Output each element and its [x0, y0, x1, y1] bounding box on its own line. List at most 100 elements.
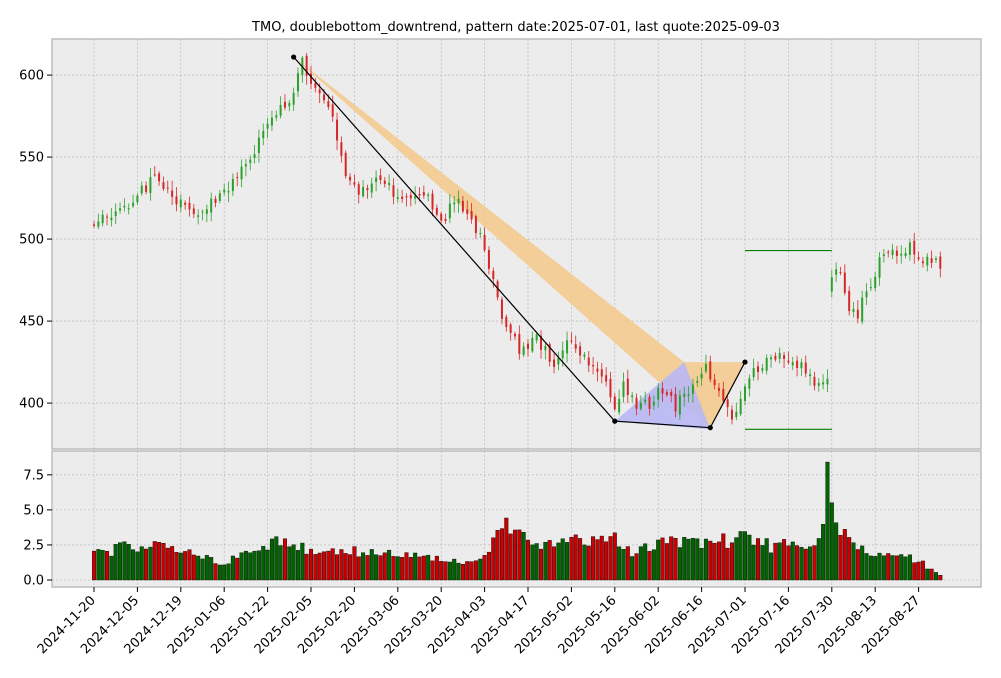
candle-body: [657, 387, 660, 400]
volume-bar: [105, 551, 110, 581]
candle-body: [496, 281, 499, 298]
volume-bar: [534, 543, 539, 581]
candle-body: [652, 401, 655, 406]
candle-body: [114, 211, 117, 217]
volume-bar: [274, 536, 279, 581]
volume-bar: [100, 550, 105, 581]
volume-bar: [625, 546, 630, 581]
volume-bar: [378, 555, 383, 581]
candle-body: [761, 368, 764, 371]
candle-body: [648, 396, 651, 409]
volume-bar: [109, 555, 114, 581]
candle-body: [244, 164, 247, 167]
grid: [52, 39, 981, 587]
volume-bar: [465, 561, 470, 581]
volume-bar: [508, 533, 513, 581]
candle-body: [921, 261, 924, 264]
volume-bar: [560, 538, 565, 581]
volume-bar: [890, 555, 895, 581]
volume-bar: [708, 540, 713, 581]
candle-body: [548, 344, 551, 362]
candle-body: [704, 363, 707, 372]
volume-bar: [265, 549, 270, 581]
volume-bar: [491, 537, 496, 581]
volume-bar: [261, 546, 266, 581]
volume-bar: [873, 556, 878, 581]
candle-body: [136, 195, 139, 203]
volume-tick-label: 7.5: [23, 468, 44, 483]
candle-body: [461, 200, 464, 212]
volume-tick-label: 5.0: [23, 503, 44, 518]
volume-bar: [682, 537, 687, 581]
candle-body: [722, 388, 725, 401]
volume-bar: [764, 538, 769, 581]
volume-bar: [912, 562, 917, 581]
candle-body: [344, 152, 347, 177]
price-tick-label: 500: [19, 233, 44, 248]
candle-body: [900, 253, 903, 256]
candle-body: [626, 378, 629, 395]
candle-body: [809, 374, 812, 377]
volume-bar: [825, 461, 830, 581]
candle-body: [362, 186, 365, 197]
volume-bar: [122, 541, 127, 581]
candle-body: [414, 195, 417, 199]
candle-body: [865, 291, 868, 298]
volume-bar: [743, 531, 748, 581]
volume-bar: [699, 548, 704, 581]
candle-body: [861, 297, 864, 322]
volume-bar: [782, 539, 787, 581]
volume-bar: [547, 540, 552, 581]
candle-body: [427, 194, 430, 196]
candle-body: [283, 101, 286, 108]
volume-bar: [673, 538, 678, 581]
volume-bar: [638, 546, 643, 581]
candle-body: [713, 379, 716, 386]
volume-bar: [573, 534, 578, 581]
candle-body: [236, 176, 239, 178]
candle-body: [592, 364, 595, 367]
volume-bar: [170, 546, 175, 581]
volume-bar: [643, 543, 648, 581]
candle-body: [826, 378, 829, 385]
volume-bar: [543, 542, 548, 581]
candle-body: [366, 188, 369, 191]
volume-bar: [187, 549, 192, 581]
volume-bar: [317, 552, 322, 581]
volume-bar: [690, 538, 695, 581]
volume-bar: [504, 517, 509, 581]
volume-bar: [703, 538, 708, 581]
volume-bar: [178, 552, 183, 581]
volume-bar: [808, 546, 813, 581]
volume-bar: [282, 538, 287, 581]
candle-body: [375, 177, 378, 182]
volume-bar: [482, 555, 487, 581]
volume-bar: [230, 555, 235, 581]
volume-bar: [769, 552, 774, 581]
candle-body: [214, 198, 217, 203]
candle-body: [296, 73, 299, 92]
volume-bar: [712, 543, 717, 581]
volume-bar: [526, 539, 531, 581]
candle-body: [891, 249, 894, 256]
volume-bar: [434, 555, 439, 581]
candle-body: [852, 309, 855, 312]
candle-body: [444, 218, 447, 221]
volume-bar: [829, 502, 834, 581]
volume-bar: [213, 563, 218, 581]
candle-body: [405, 196, 408, 198]
candle-body: [635, 397, 638, 409]
volume-bar: [886, 553, 891, 581]
volume-bar: [647, 551, 652, 581]
candle-body: [939, 256, 942, 269]
candle-body: [908, 242, 911, 255]
candle-body: [509, 324, 512, 333]
candle-body: [709, 361, 712, 380]
candle-body: [639, 402, 642, 409]
candle-body: [670, 391, 673, 396]
price-tick-label: 600: [19, 69, 44, 84]
candle-body: [171, 190, 174, 197]
volume-bar: [599, 535, 604, 581]
volume-bar: [356, 556, 361, 581]
volume-bar: [569, 537, 574, 581]
